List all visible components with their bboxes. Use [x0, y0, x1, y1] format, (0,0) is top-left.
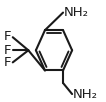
- Text: NH₂: NH₂: [73, 88, 98, 101]
- Text: NH₂: NH₂: [64, 6, 89, 19]
- Text: F: F: [3, 30, 11, 43]
- Text: F: F: [3, 44, 11, 57]
- Text: F: F: [3, 56, 11, 69]
